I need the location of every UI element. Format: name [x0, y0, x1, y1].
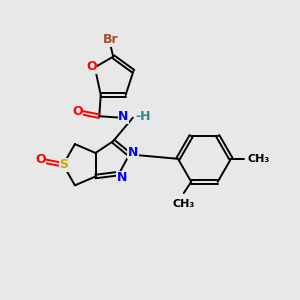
Text: N: N: [118, 110, 129, 123]
Text: -H: -H: [136, 110, 151, 123]
Text: N: N: [117, 172, 127, 184]
Text: CH₃: CH₃: [247, 154, 269, 164]
Text: O: O: [72, 105, 83, 118]
Text: CH₃: CH₃: [173, 199, 195, 209]
Text: N: N: [128, 146, 138, 159]
Text: Br: Br: [102, 33, 118, 46]
Text: O: O: [35, 153, 46, 166]
Text: O: O: [86, 60, 97, 73]
Text: S: S: [59, 158, 68, 171]
